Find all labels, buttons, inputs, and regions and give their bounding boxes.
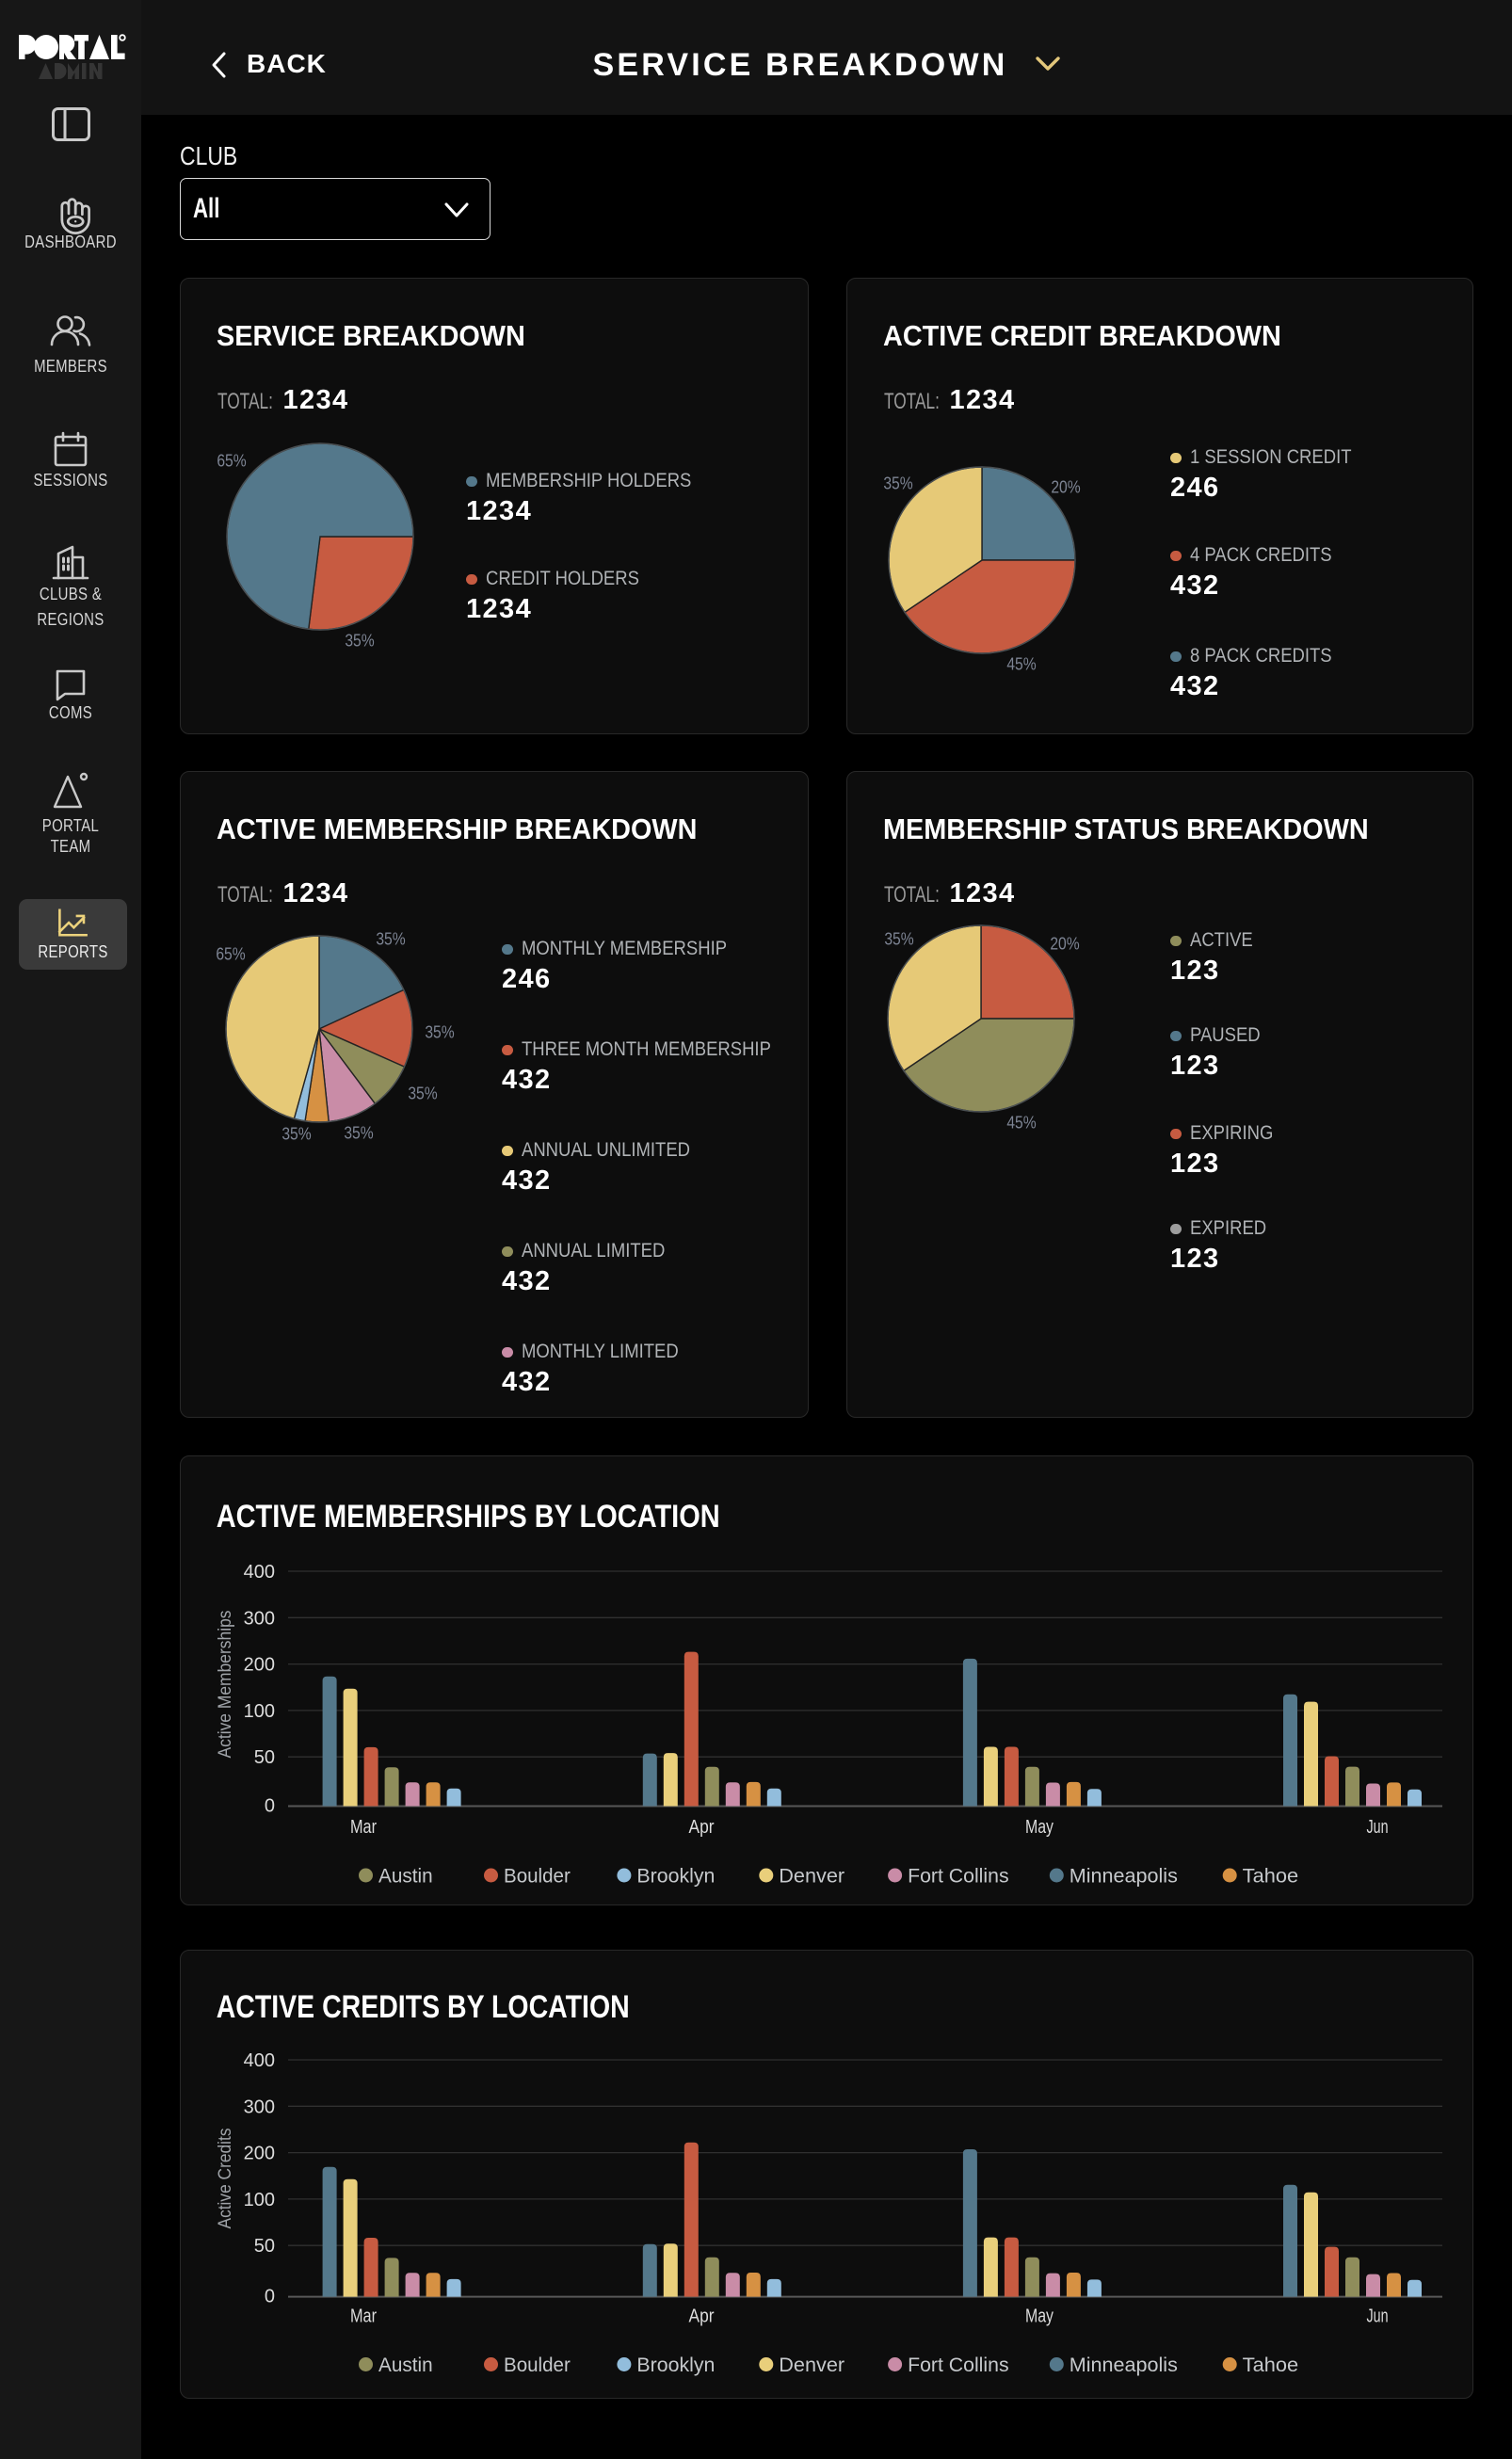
svg-text:400: 400 xyxy=(244,2050,275,2071)
svg-text:Mar: Mar xyxy=(350,2306,377,2327)
svg-text:ACTIVE MEMBERSHIPS BY LOCATION: ACTIVE MEMBERSHIPS BY LOCATION xyxy=(217,1499,720,1535)
svg-text:Minneapolis: Minneapolis xyxy=(1070,1866,1178,1888)
svg-text:Denver: Denver xyxy=(779,2355,844,2376)
svg-text:Mar: Mar xyxy=(350,1817,377,1838)
svg-text:Tahoe: Tahoe xyxy=(1243,1866,1298,1888)
svg-text:Boulder: Boulder xyxy=(504,1866,571,1888)
svg-text:Boulder: Boulder xyxy=(504,2355,571,2376)
svg-text:Active Credits: Active Credits xyxy=(216,2129,235,2229)
svg-text:May: May xyxy=(1025,1817,1054,1838)
svg-text:May: May xyxy=(1025,2306,1054,2327)
svg-text:400: 400 xyxy=(244,1562,275,1583)
svg-text:Brooklyn: Brooklyn xyxy=(636,1866,715,1888)
svg-text:Brooklyn: Brooklyn xyxy=(636,2355,715,2376)
svg-text:Fort Collins: Fort Collins xyxy=(908,1866,1009,1888)
svg-text:Austin: Austin xyxy=(378,1866,433,1888)
svg-text:Apr: Apr xyxy=(689,2306,715,2327)
svg-text:Minneapolis: Minneapolis xyxy=(1070,2355,1178,2376)
svg-text:200: 200 xyxy=(244,2144,275,2164)
svg-text:Apr: Apr xyxy=(689,1817,715,1838)
svg-text:300: 300 xyxy=(244,1608,275,1629)
svg-text:300: 300 xyxy=(244,2097,275,2117)
svg-text:200: 200 xyxy=(244,1655,275,1676)
svg-text:0: 0 xyxy=(265,1796,275,1817)
svg-text:100: 100 xyxy=(244,2190,275,2210)
svg-text:50: 50 xyxy=(254,1747,275,1768)
svg-text:Austin: Austin xyxy=(378,2355,433,2376)
svg-text:50: 50 xyxy=(254,2236,275,2257)
svg-text:Tahoe: Tahoe xyxy=(1243,2355,1298,2376)
svg-text:Jun: Jun xyxy=(1367,1817,1389,1838)
svg-text:0: 0 xyxy=(265,2287,275,2307)
svg-text:Fort Collins: Fort Collins xyxy=(908,2355,1009,2376)
svg-text:100: 100 xyxy=(244,1701,275,1722)
svg-text:Jun: Jun xyxy=(1367,2306,1389,2327)
svg-text:ACTIVE CREDITS BY LOCATION: ACTIVE CREDITS BY LOCATION xyxy=(217,1989,630,2025)
svg-text:Active Memberships: Active Memberships xyxy=(216,1611,235,1759)
svg-text:Denver: Denver xyxy=(779,1866,844,1888)
